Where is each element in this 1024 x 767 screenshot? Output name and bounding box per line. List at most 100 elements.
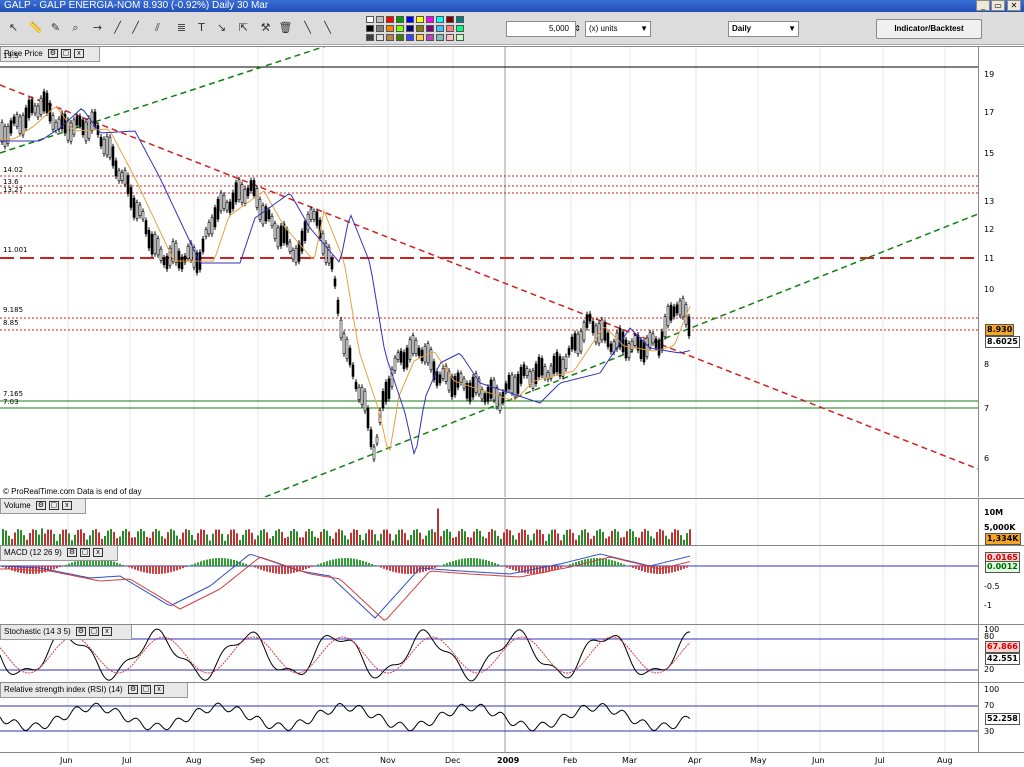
color-swatch[interactable] (446, 16, 454, 23)
arrow-icon[interactable]: ↘ (216, 21, 227, 34)
color-swatch[interactable] (406, 34, 414, 41)
green-line-icon[interactable]: ╲ (324, 21, 331, 34)
tools-icon[interactable]: ⚒ (260, 21, 271, 34)
color-swatch[interactable] (376, 25, 384, 32)
rsi-panel[interactable]: Relative strength index (RSI) (14) ⚙ ▢ x 1… (0, 682, 1024, 752)
ma-value-badge: 8.6025 (985, 336, 1020, 348)
volume-chart[interactable] (0, 499, 978, 545)
macd-panel[interactable]: MACD (12 26 9) ⚙ ▢ x 0.0165 0.0012 -0.5 -1 (0, 545, 1024, 624)
spinner-icon[interactable]: ⇕ (574, 24, 581, 33)
window-icon[interactable]: ▢ (60, 49, 71, 59)
window-icon[interactable]: ▢ (80, 548, 91, 558)
volume-bar (602, 532, 604, 545)
price-panel[interactable]: Price Price ⚙ ▢ x © ProRealTime.com Data i… (0, 46, 1024, 497)
volume-panel[interactable]: Volume ⚙ ▢ x 10M 5,000K 1,334K (0, 498, 1024, 545)
date-label: Aug (937, 756, 953, 765)
color-swatch[interactable] (446, 34, 454, 41)
close-icon[interactable]: x (101, 627, 112, 637)
ruler-icon[interactable]: 📏 (28, 21, 43, 34)
minimize-icon[interactable]: _ (976, 0, 990, 11)
window-icon[interactable]: ▢ (88, 627, 99, 637)
volume-bar (386, 529, 388, 545)
wrench-icon[interactable]: ⚙ (47, 49, 58, 59)
ray-icon[interactable]: ╱ (132, 21, 139, 34)
channel-icon[interactable]: ⫽ (155, 21, 160, 34)
color-swatch[interactable] (386, 34, 394, 41)
volume-bar (164, 538, 166, 545)
color-swatch[interactable] (436, 16, 444, 23)
color-swatch[interactable] (366, 34, 374, 41)
candle-body (456, 372, 460, 388)
color-swatch[interactable] (426, 34, 434, 41)
color-swatch[interactable] (366, 25, 374, 32)
color-swatch[interactable] (416, 16, 424, 23)
wrench-icon[interactable]: ⚙ (75, 627, 86, 637)
price-panel-header: Price Price ⚙ ▢ x (0, 47, 100, 62)
color-swatch[interactable] (416, 34, 424, 41)
pencil-icon[interactable]: ✎ (50, 21, 61, 34)
indicator-backtest-button[interactable]: Indicator/Backtest (876, 19, 982, 39)
color-palette[interactable] (366, 16, 464, 44)
trendline-icon[interactable]: ╱ (114, 21, 121, 34)
restore-icon[interactable]: ▭ (991, 0, 1005, 11)
close-icon[interactable]: x (153, 685, 164, 695)
color-swatch[interactable] (376, 34, 384, 41)
color-swatch[interactable] (456, 25, 464, 32)
candle-body (39, 97, 43, 115)
price-chart[interactable] (0, 47, 978, 497)
candle-body (36, 105, 40, 118)
color-swatch[interactable] (386, 25, 394, 32)
wrench-icon[interactable]: ⚙ (127, 685, 138, 695)
candle-body (60, 112, 64, 130)
color-swatch[interactable] (366, 16, 374, 23)
close-icon[interactable]: ✕ (1007, 0, 1021, 11)
color-swatch[interactable] (446, 25, 454, 32)
pointer-icon[interactable]: ⇱ (238, 21, 249, 34)
wrench-icon[interactable]: ⚙ (35, 501, 46, 511)
macd-chart[interactable] (0, 546, 978, 624)
color-swatch[interactable] (386, 16, 394, 23)
candle-body (477, 378, 481, 395)
rsi-chart[interactable] (0, 683, 978, 752)
stochastic-chart[interactable] (0, 625, 978, 682)
color-swatch[interactable] (376, 16, 384, 23)
color-swatch[interactable] (406, 16, 414, 23)
color-swatch[interactable] (416, 25, 424, 32)
color-swatch[interactable] (436, 34, 444, 41)
zoom-icon[interactable]: ⌕ (72, 21, 79, 34)
text-icon[interactable]: T (198, 21, 205, 34)
candle-body (75, 116, 79, 126)
close-icon[interactable]: x (61, 501, 72, 511)
color-swatch[interactable] (426, 16, 434, 23)
color-swatch[interactable] (426, 25, 434, 32)
candle-body (657, 340, 661, 356)
color-swatch[interactable] (456, 16, 464, 23)
fibonacci-icon[interactable]: ≣ (176, 21, 187, 34)
close-icon[interactable]: x (73, 49, 84, 59)
color-swatch[interactable] (436, 25, 444, 32)
units-select[interactable]: (x) units ▼ (585, 21, 651, 37)
color-swatch[interactable] (396, 25, 404, 32)
wrench-icon[interactable]: ⚙ (67, 548, 78, 558)
period-value: Daily (732, 24, 752, 33)
stochastic-panel[interactable]: Stochastic (14 3 5) ⚙ ▢ x 100 80 67.866 42… (0, 624, 1024, 682)
color-swatch[interactable] (406, 25, 414, 32)
color-swatch[interactable] (456, 34, 464, 41)
period-select[interactable]: Daily ▼ (728, 21, 799, 37)
stochastic-panel-title: Stochastic (14 3 5) (4, 627, 71, 636)
level-label: 7.03 (3, 398, 19, 406)
color-swatch[interactable] (396, 16, 404, 23)
red-line-icon[interactable]: ╲ (304, 21, 311, 34)
cursor-icon[interactable]: ↖ (8, 21, 19, 34)
quantity-input[interactable]: 5,000 ⇕ (506, 21, 581, 37)
trash-icon[interactable]: 🗑 (278, 21, 293, 34)
candle-body (168, 247, 172, 266)
horizontal-line-icon[interactable]: → (92, 21, 103, 34)
candle-body (162, 257, 166, 265)
candle-body (327, 246, 331, 264)
window-icon[interactable]: ▢ (48, 501, 59, 511)
close-icon[interactable]: x (93, 548, 104, 558)
color-swatch[interactable] (396, 34, 404, 41)
date-axis: Jun Jul Aug Sep Oct Nov Dec 2009 Feb Mar Apr May Jun… (0, 752, 1024, 767)
window-icon[interactable]: ▢ (140, 685, 151, 695)
